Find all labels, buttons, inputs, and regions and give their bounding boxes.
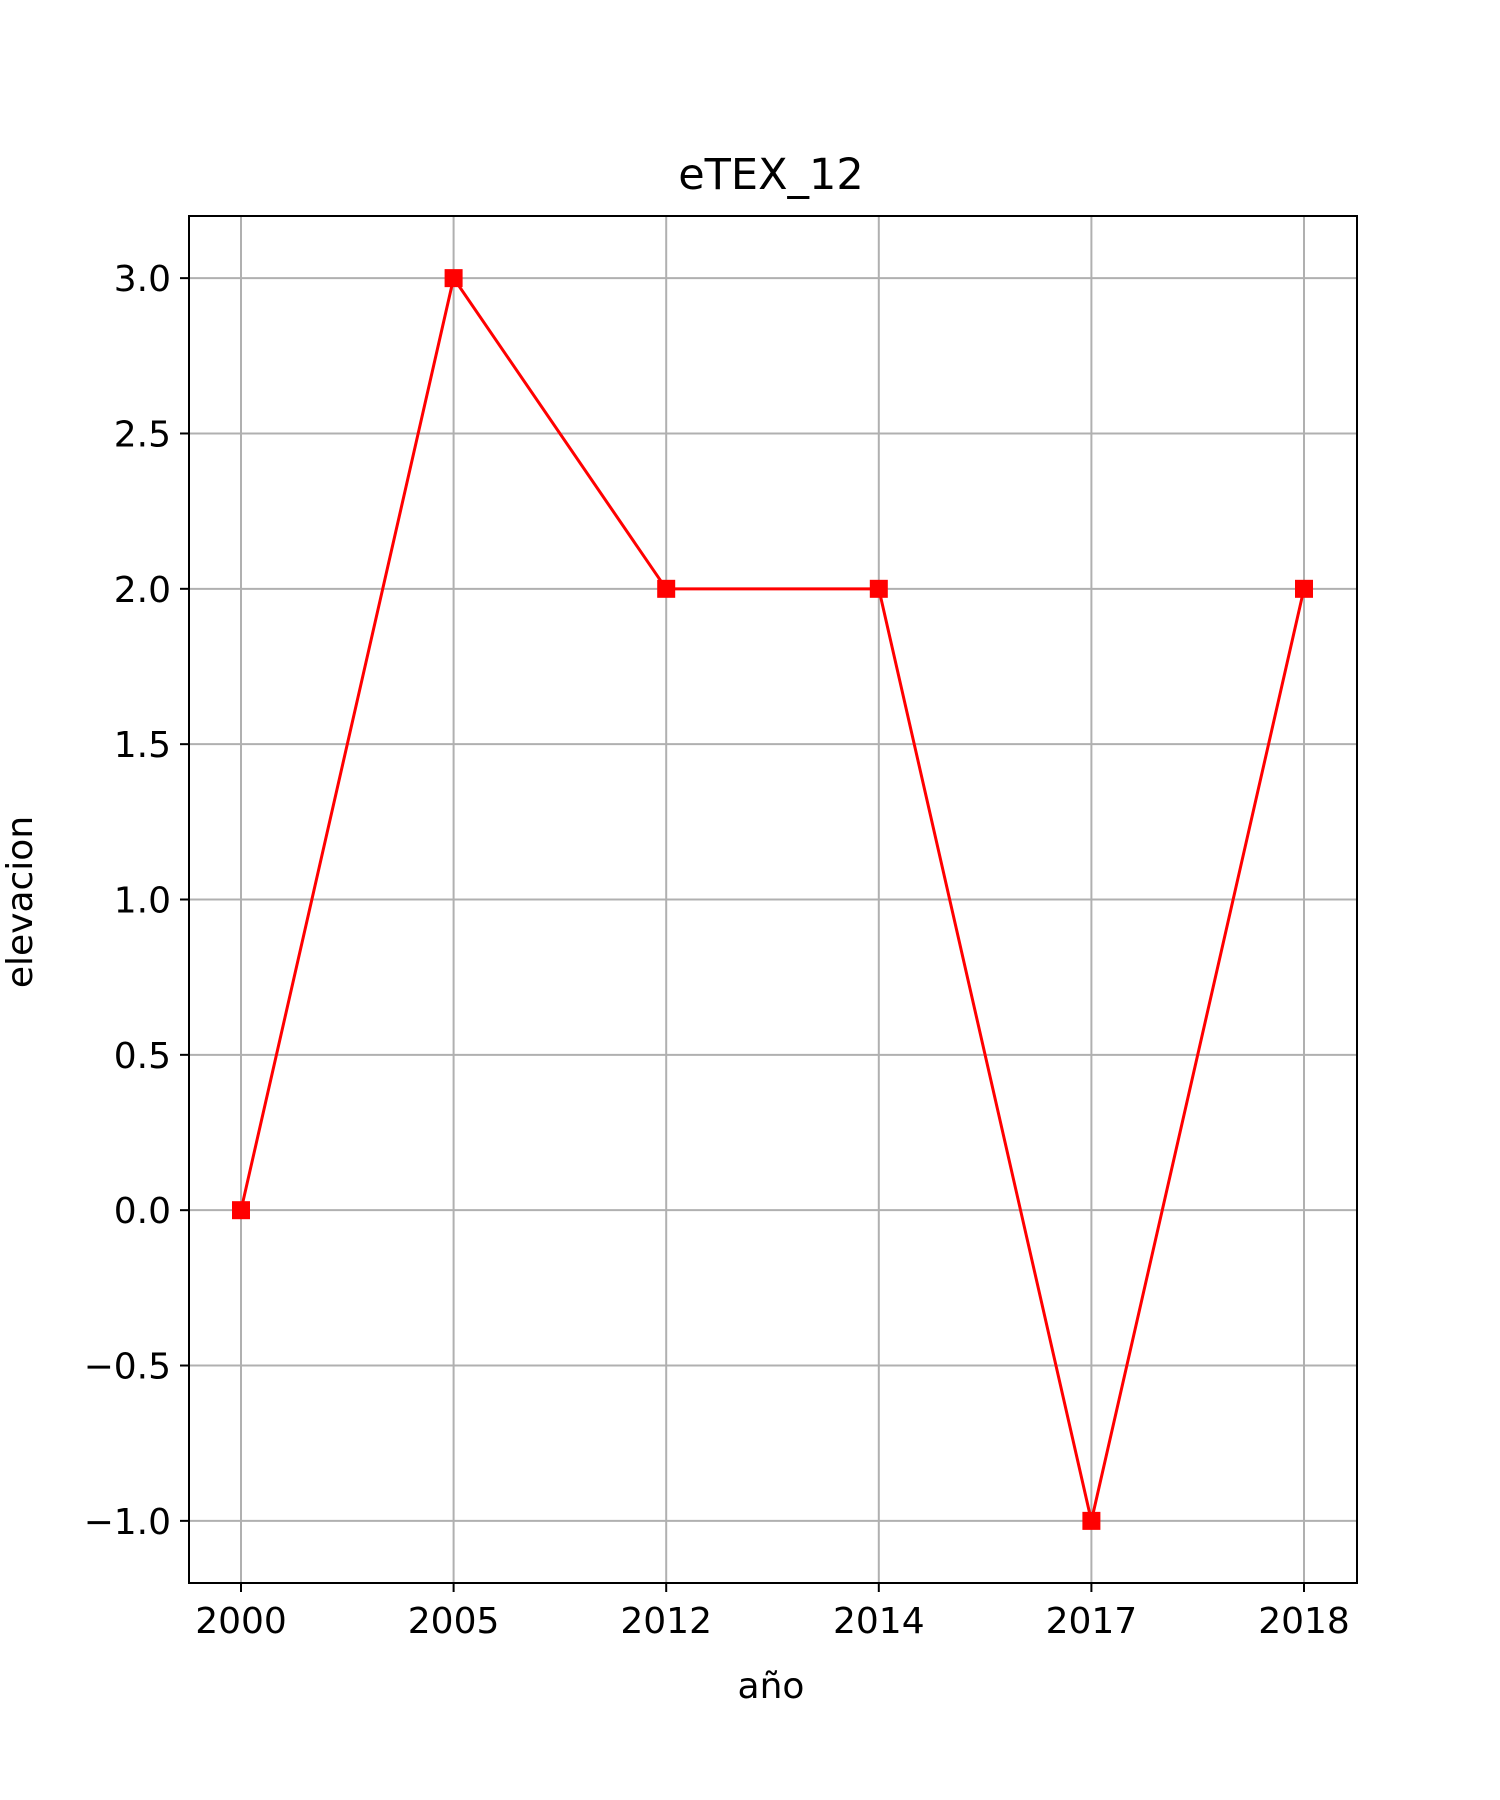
marker-layer [232, 269, 1313, 1530]
data-point-marker [232, 1201, 250, 1220]
y-tick-label: 3.0 [114, 259, 171, 300]
chart-title: eTEX_12 [678, 150, 864, 200]
y-tick-label: 1.0 [114, 881, 171, 922]
data-point-marker [1295, 579, 1313, 598]
y-tick-label: 0.5 [114, 1036, 171, 1077]
x-tick-label: 2000 [195, 1601, 287, 1642]
grid [189, 216, 1357, 1583]
series-line-layer [239, 276, 1306, 1523]
series-line [239, 276, 1306, 1523]
x-tick-label: 2018 [1258, 1601, 1350, 1642]
x-tick-label: 2012 [620, 1601, 712, 1642]
y-tick-label: 1.5 [114, 725, 171, 766]
y-tick-label: 2.0 [114, 570, 171, 611]
x-tick-label: 2017 [1046, 1601, 1138, 1642]
x-axis-label: año [738, 1666, 805, 1707]
y-axis-label: elevacion [0, 816, 41, 988]
x-axis-ticks: 2000 2005 2012 2014 2017 2018 [195, 1583, 1350, 1642]
y-tick-label: 2.5 [114, 414, 171, 455]
data-point-marker [1082, 1511, 1101, 1530]
y-axis-ticks: −1.0 −0.5 0.0 0.5 1.0 1.5 2.0 2.5 3.0 [84, 259, 189, 1543]
x-tick-label: 2005 [408, 1601, 500, 1642]
y-tick-label: 0.0 [114, 1191, 171, 1232]
data-point-marker [657, 579, 676, 598]
x-tick-label: 2014 [833, 1601, 925, 1642]
data-point-marker [869, 579, 888, 598]
y-tick-label: −1.0 [84, 1502, 171, 1543]
y-tick-label: −0.5 [84, 1347, 171, 1388]
data-point-marker [444, 269, 463, 288]
